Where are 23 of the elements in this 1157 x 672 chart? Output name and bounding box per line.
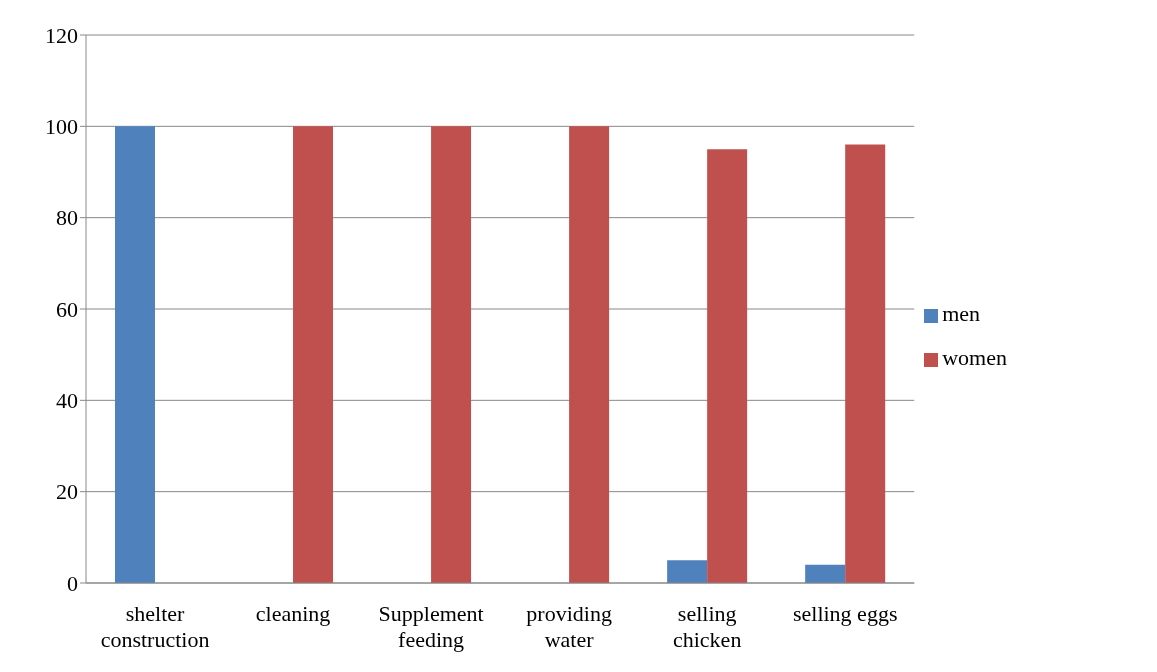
bar xyxy=(707,149,748,583)
y-tick-label: 20 xyxy=(56,479,78,505)
bar xyxy=(114,126,155,583)
x-tick-label: selling eggs xyxy=(792,600,898,626)
y-tick-label: 120 xyxy=(45,22,78,48)
legend-label: men xyxy=(942,301,981,326)
y-tick-label: 0 xyxy=(67,570,78,596)
bar xyxy=(667,560,708,583)
x-tick-label: Supplement feeding xyxy=(378,600,484,652)
y-tick-label: 80 xyxy=(56,205,78,231)
x-tick-label: cleaning xyxy=(255,600,331,626)
y-tick-label: 60 xyxy=(56,296,78,322)
y-tick-label: 40 xyxy=(56,388,78,414)
y-tick-label: 100 xyxy=(45,114,78,140)
x-tick-label: selling chicken xyxy=(672,600,742,652)
bar xyxy=(845,144,886,583)
x-tick-label: shelter construction xyxy=(100,600,210,652)
bar xyxy=(431,126,472,583)
bar xyxy=(293,126,334,583)
x-tick-label: providing water xyxy=(526,600,612,652)
bar xyxy=(805,564,846,583)
bar xyxy=(569,126,610,583)
legend-label: women xyxy=(942,345,1007,370)
